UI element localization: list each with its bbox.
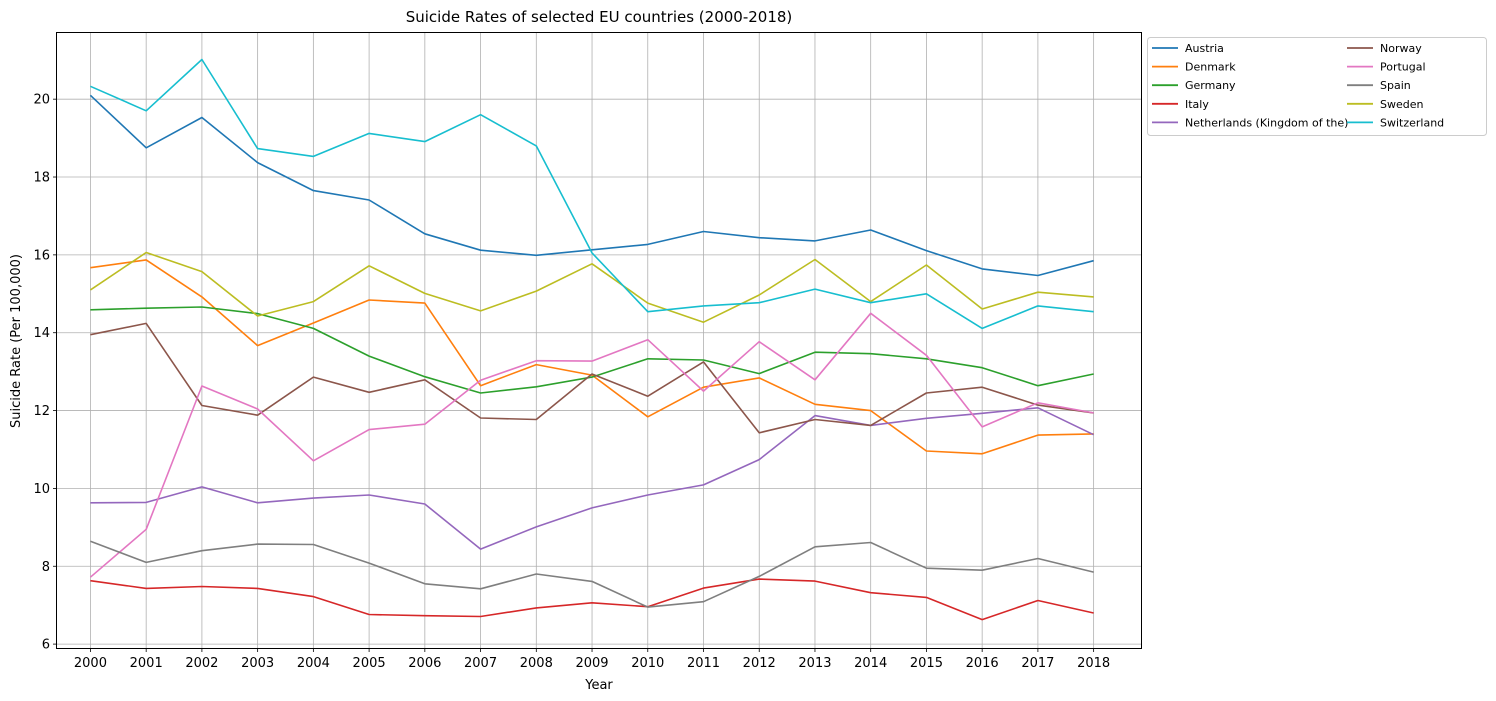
y-tick-label: 20 <box>33 93 50 108</box>
series-line <box>89 251 1094 324</box>
legend-entry: Germany <box>1185 79 1236 92</box>
series-line <box>90 406 1094 550</box>
legend-entry: Sweden <box>1380 98 1423 111</box>
x-tick-label: 2013 <box>798 656 831 671</box>
series-line <box>90 578 1094 621</box>
x-tick-label: 2011 <box>687 656 720 671</box>
series-line <box>90 259 1094 455</box>
y-axis-ticks: 6 8 10 12 14 16 18 20 <box>33 93 57 653</box>
x-tick-label: 2018 <box>1077 656 1110 671</box>
x-tick-label: 2007 <box>464 656 497 671</box>
legend-entry: Denmark <box>1185 61 1236 74</box>
legend: Austria Denmark Germany Italy Netherlands (K… <box>1147 37 1487 136</box>
y-tick-label: 18 <box>33 171 50 186</box>
x-axis-label: Year <box>584 678 613 693</box>
series-line <box>90 58 1094 330</box>
x-axis-ticks: 2000 2001 2002 2003 2004 2005 2006 2007 2008 2009… <box>74 648 1110 671</box>
series-line <box>90 322 1094 434</box>
legend-box <box>1147 37 1487 136</box>
x-tick-label: 2006 <box>408 656 441 671</box>
y-tick-label: 10 <box>33 482 50 497</box>
y-tick-label: 12 <box>33 404 50 419</box>
legend-entry: Austria <box>1185 42 1224 55</box>
x-tick-label: 2009 <box>575 656 608 671</box>
legend-entry: Spain <box>1380 79 1411 92</box>
legend-entry: Netherlands (Kingdom of the) <box>1185 116 1348 129</box>
legend-entry: Italy <box>1185 98 1209 111</box>
x-tick-label: 2015 <box>910 656 943 671</box>
y-tick-label: 8 <box>42 560 50 575</box>
series-line <box>89 312 1094 578</box>
grid <box>57 33 1141 648</box>
y-tick-label: 6 <box>42 638 50 653</box>
series-line <box>89 94 1094 277</box>
series-lines <box>89 58 1094 621</box>
x-tick-label: 2008 <box>520 656 553 671</box>
y-tick-label: 16 <box>33 248 50 263</box>
x-tick-label: 2016 <box>966 656 999 671</box>
y-tick-label: 14 <box>33 326 50 341</box>
x-tick-label: 2000 <box>74 656 107 671</box>
x-tick-label: 2010 <box>631 656 664 671</box>
x-tick-label: 2004 <box>297 656 330 671</box>
legend-entry: Norway <box>1380 42 1422 55</box>
plot-frame <box>56 32 1142 649</box>
series-line <box>90 306 1094 394</box>
x-tick-label: 2017 <box>1021 656 1054 671</box>
y-axis-label: Suicide Rate (Per 100,000) <box>9 254 24 428</box>
x-tick-label: 2005 <box>353 656 386 671</box>
x-tick-label: 2014 <box>854 656 887 671</box>
series-line <box>90 540 1094 608</box>
chart-title: Suicide Rates of selected EU countries (… <box>406 8 793 26</box>
legend-entry: Portugal <box>1380 61 1426 74</box>
x-tick-label: 2003 <box>241 656 274 671</box>
x-tick-label: 2012 <box>743 656 776 671</box>
legend-entry: Switzerland <box>1380 116 1444 129</box>
x-tick-label: 2002 <box>185 656 218 671</box>
x-tick-label: 2001 <box>130 656 163 671</box>
